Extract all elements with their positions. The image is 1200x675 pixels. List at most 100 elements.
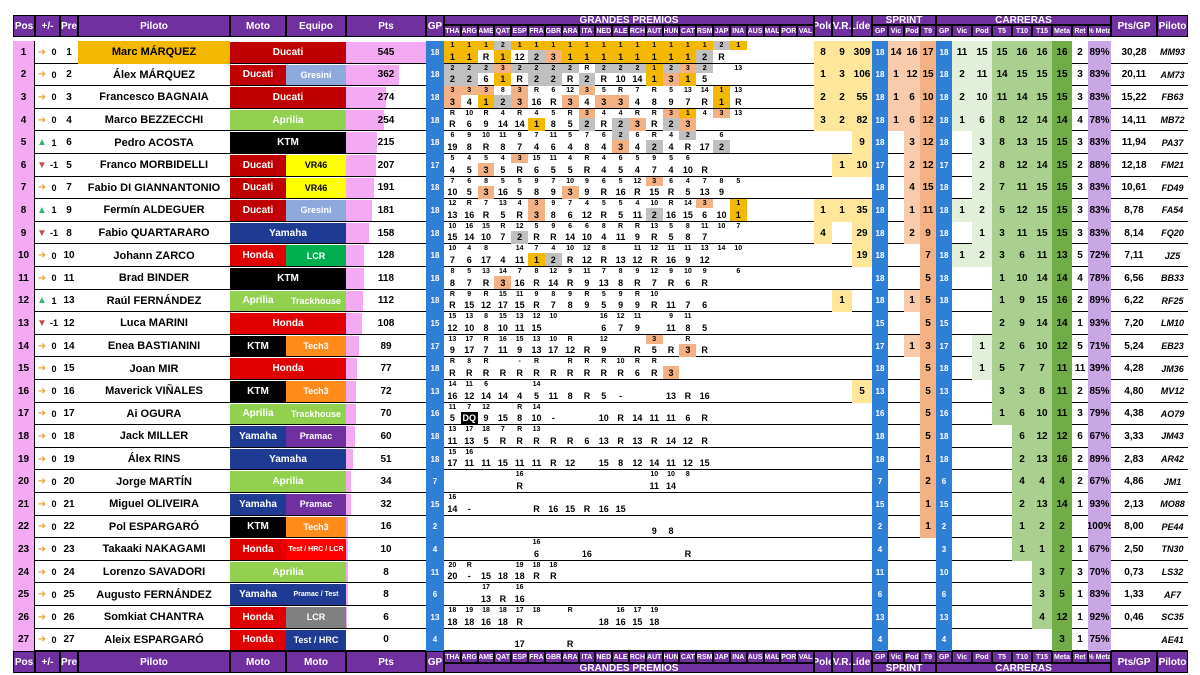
sprint-result: 2 bbox=[629, 63, 646, 73]
race-result: 13 bbox=[598, 277, 609, 288]
fastest-laps: 3 bbox=[832, 63, 852, 87]
previous-position: 20 bbox=[63, 476, 75, 488]
rider-name[interactable]: Takaaki NAKAGAMI bbox=[102, 543, 206, 556]
race-result: 14 bbox=[514, 119, 525, 130]
rider-name[interactable]: Fabio DI GIANNANTONIO bbox=[87, 181, 221, 194]
race-result: R bbox=[566, 277, 574, 288]
manufacturer: KTM bbox=[230, 516, 286, 538]
rider-name[interactable]: Augusto FERNÁNDEZ bbox=[96, 588, 212, 601]
race-top10: 2 bbox=[1012, 493, 1032, 516]
gp-count: 18 bbox=[426, 41, 444, 64]
race-result: 16 bbox=[699, 390, 710, 401]
finish-pct: 78% bbox=[1088, 108, 1111, 132]
points: 60 bbox=[380, 430, 392, 442]
gp-code-ale: ALE bbox=[612, 25, 629, 37]
sprint-result: 9 bbox=[568, 268, 573, 275]
laps-led bbox=[852, 312, 872, 335]
previous-position: 22 bbox=[63, 521, 75, 533]
sprint-result: 7 bbox=[500, 426, 505, 434]
race-podiums bbox=[972, 561, 992, 584]
rider-name[interactable]: Enea BASTIANINI bbox=[107, 340, 201, 353]
race-result: 16 bbox=[514, 593, 525, 604]
sprint-top9: 2 bbox=[920, 470, 936, 493]
race-podiums: 2 bbox=[972, 244, 992, 267]
points: 6 bbox=[383, 611, 389, 623]
team-name: Test / HRC bbox=[286, 629, 346, 651]
position-change-icon: ➜ bbox=[37, 272, 47, 284]
sprint-result: R bbox=[449, 358, 455, 366]
position: 21 bbox=[13, 493, 35, 516]
race-result: 2 bbox=[494, 95, 512, 109]
rider-code: AR42 bbox=[1160, 454, 1184, 465]
position-change-icon: ➜ bbox=[37, 250, 47, 262]
race-top10: 6 bbox=[1012, 244, 1032, 267]
sprint-result: 17 bbox=[482, 584, 490, 592]
sprint-result: 11 bbox=[684, 245, 692, 253]
finish-pct: 89% bbox=[1088, 289, 1111, 313]
race-result: 9 bbox=[449, 345, 455, 356]
race-podiums: 15 bbox=[972, 41, 992, 64]
rider-name[interactable]: Maverick VIÑALES bbox=[105, 385, 203, 398]
rider-name[interactable]: Fermín ALDEGUER bbox=[103, 204, 205, 217]
race-top15: 2 bbox=[1032, 515, 1052, 539]
sprint-result: 15 bbox=[448, 448, 457, 456]
rider-name[interactable]: Pol ESPARGARÓ bbox=[108, 520, 200, 533]
race-result: 6 bbox=[466, 254, 472, 265]
race-top10 bbox=[1012, 629, 1032, 652]
race-finishes: 7 bbox=[1052, 560, 1072, 584]
race-podiums bbox=[972, 267, 992, 290]
rider-name[interactable]: Ai OGURA bbox=[126, 407, 182, 420]
rider-name[interactable]: Jorge MARTÍN bbox=[116, 475, 192, 488]
race-result: 3 bbox=[679, 117, 697, 131]
rider-name[interactable]: Franco MORBIDELLI bbox=[99, 159, 209, 172]
manufacturer: Yamaha bbox=[230, 222, 346, 244]
sprint-result: 8 bbox=[685, 222, 690, 230]
race-retirements: 6 bbox=[1077, 430, 1083, 442]
position-diff: -1 bbox=[49, 318, 58, 329]
manufacturer: Yamaha bbox=[230, 426, 286, 447]
laps-led bbox=[852, 357, 872, 380]
sprint-gp: 18 bbox=[872, 425, 888, 448]
poles bbox=[814, 131, 832, 154]
race-top5 bbox=[992, 629, 1012, 652]
points-bar bbox=[346, 403, 356, 425]
points-per-gp: 14,11 bbox=[1121, 114, 1147, 126]
race-result: R bbox=[600, 119, 608, 130]
footer-gp-code-ned: NED bbox=[595, 651, 613, 664]
sprint-result: 13 bbox=[498, 200, 507, 208]
rider-name[interactable]: Lorenzo SAVADORI bbox=[102, 566, 206, 579]
race-result: 5 bbox=[618, 164, 624, 175]
rider-name[interactable]: Somkiat CHANTRA bbox=[103, 611, 205, 624]
footer-gp-code-hun: HUN bbox=[662, 651, 680, 664]
race-top10: 6 bbox=[1012, 425, 1032, 448]
rider-name[interactable]: Raúl FERNÁNDEZ bbox=[106, 294, 202, 307]
sprint-podiums bbox=[904, 561, 920, 584]
rider-name[interactable]: Francesco BAGNAIA bbox=[99, 91, 209, 104]
sprint-result: 4 bbox=[584, 200, 589, 208]
rider-name[interactable]: Pedro ACOSTA bbox=[114, 136, 194, 149]
manufacturer: Yamaha bbox=[230, 584, 286, 605]
points-per-gp: 15,22 bbox=[1121, 91, 1147, 103]
race-result: 18 bbox=[464, 616, 475, 627]
rider-name[interactable]: Brad BINDER bbox=[118, 272, 190, 285]
rider-name[interactable]: Fabio QUARTARARO bbox=[98, 227, 210, 240]
rider-name[interactable]: Joan MIR bbox=[129, 362, 179, 375]
race-result: - bbox=[619, 390, 623, 401]
rider-name[interactable]: Álex MÁRQUEZ bbox=[113, 68, 195, 81]
rider-name[interactable]: Johann ZARCO bbox=[113, 249, 195, 262]
points-bar bbox=[346, 381, 356, 402]
sprint-result: 3 bbox=[494, 63, 512, 73]
footer-gp-code-cat: CAT bbox=[679, 651, 697, 664]
rider-name[interactable]: Marc MÁRQUEZ bbox=[78, 41, 230, 64]
rider-name[interactable]: Miguel OLIVEIRA bbox=[109, 498, 199, 511]
rider-name[interactable]: Álex RINS bbox=[127, 453, 181, 466]
sprint-top9: 12 bbox=[920, 108, 936, 132]
rider-name[interactable]: Jack MILLER bbox=[119, 430, 189, 443]
fastest-laps bbox=[832, 538, 852, 561]
rider-name[interactable]: Aleix ESPARGARÓ bbox=[104, 633, 204, 646]
rider-name[interactable]: Marco BEZZECCHI bbox=[104, 114, 204, 127]
race-result: 13 bbox=[598, 435, 609, 446]
sprint-top9 bbox=[920, 629, 936, 652]
rider-name[interactable]: Luca MARINI bbox=[120, 317, 188, 330]
sprint-result: 11 bbox=[499, 132, 507, 140]
